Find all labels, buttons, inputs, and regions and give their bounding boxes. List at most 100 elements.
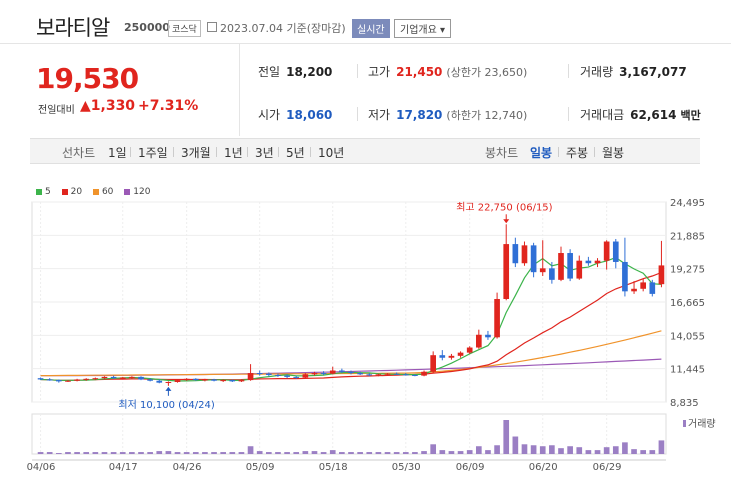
candle-body: [402, 374, 409, 376]
volume: 거래량 3,167,077: [580, 63, 687, 80]
volume-bar: [485, 450, 491, 454]
volume-bar: [402, 452, 409, 454]
candle-body: [202, 379, 208, 381]
candle-body: [585, 260, 592, 264]
volume-bar: [83, 452, 90, 454]
volume-bar: [138, 452, 144, 454]
realtime-button[interactable]: 실시간: [352, 19, 390, 38]
company-info-dropdown[interactable]: 기업개요 ▾: [394, 19, 451, 38]
price-change: ▲1,330: [80, 98, 136, 114]
volume-bar: [229, 452, 236, 454]
x-tick-label: 04/17: [109, 462, 138, 473]
period-1d[interactable]: 1일: [108, 146, 127, 160]
candle-body: [220, 380, 227, 382]
x-tick-label: 06/09: [456, 462, 485, 473]
candle-body: [265, 373, 272, 375]
x-tick-label: 04/06: [27, 462, 56, 473]
candle-body: [302, 374, 309, 378]
volume-bar: [375, 452, 382, 454]
candle-body: [284, 375, 290, 377]
volume-bar: [192, 452, 199, 454]
candle-body: [567, 253, 573, 279]
candle-body: [311, 373, 318, 375]
amount-value: 62,614: [630, 108, 677, 122]
volume-bar: [366, 452, 373, 454]
volume-bar: [384, 452, 391, 454]
candle-body: [594, 260, 601, 264]
volume-bar: [247, 446, 254, 454]
candle-body: [549, 268, 555, 280]
volume-bar: [475, 446, 482, 454]
volume-bar: [631, 449, 637, 454]
candle-body: [357, 373, 363, 375]
volume-bar: [110, 452, 117, 454]
candle-body: [174, 380, 181, 383]
candle-body: [55, 380, 62, 382]
volume-bar: [202, 452, 208, 454]
amount-unit: 백만: [680, 109, 701, 122]
candle-body: [348, 371, 354, 374]
candle-body: [37, 378, 44, 380]
period-3m[interactable]: 3개월: [181, 146, 211, 160]
volume-bar: [412, 452, 418, 454]
volume-bar: [339, 452, 345, 454]
candle-body: [366, 374, 373, 376]
volume-bar: [603, 447, 610, 454]
period-10y[interactable]: 10년: [318, 146, 345, 160]
current-price: 19,530: [36, 62, 139, 95]
volume-bar: [293, 452, 300, 454]
candle-body: [631, 288, 637, 292]
volume-bar: [503, 420, 510, 454]
candle-body: [521, 245, 528, 264]
high-annotation: 최고 22,750 (06/15): [456, 201, 552, 213]
volume-legend-swatch: [683, 420, 686, 427]
x-tick-label: 06/20: [529, 462, 558, 473]
stock-name: 보라티알: [36, 16, 110, 40]
candle-body: [156, 380, 163, 383]
volume-bar: [156, 451, 163, 454]
candle-weekly[interactable]: 주봉: [566, 146, 589, 160]
candle-monthly[interactable]: 월봉: [602, 146, 625, 160]
candle-chart-label: 봉차트: [485, 146, 519, 160]
candle-daily[interactable]: 일봉: [530, 146, 553, 160]
candle-body: [183, 378, 190, 381]
candle-body: [101, 376, 108, 379]
candle-body: [384, 373, 391, 375]
x-tick-label: 05/18: [319, 462, 348, 473]
ma-legend: 5 20 60 120: [36, 187, 158, 197]
period-1y[interactable]: 1년: [224, 146, 243, 160]
open-value: 18,060: [286, 108, 333, 122]
volume-bar: [512, 436, 519, 454]
stock-header: 보라티알 250000 코스닥 2023.07.04 기준(장마감) 실시간 기…: [0, 0, 731, 44]
volume-bar: [567, 446, 573, 454]
candle-body: [622, 261, 628, 292]
stock-code: 250000: [124, 21, 170, 34]
period-1w[interactable]: 1주일: [138, 146, 168, 160]
x-tick-label: 05/09: [246, 462, 275, 473]
candle-body: [530, 245, 537, 273]
period-3y[interactable]: 3년: [255, 146, 274, 160]
candle-body: [46, 379, 53, 381]
line-chart-label: 선차트: [62, 146, 96, 160]
period-5y[interactable]: 5년: [286, 146, 305, 160]
candle-body: [275, 374, 281, 376]
reference-date: 2023.07.04 기준(장마감): [220, 22, 346, 35]
volume-bar: [439, 450, 446, 454]
x-tick-label: 05/30: [392, 462, 421, 473]
candle-body: [658, 265, 665, 285]
volume-bar: [640, 450, 647, 454]
open-label: 시가: [258, 108, 281, 122]
volume-bar: [421, 451, 427, 454]
candle-body: [448, 355, 455, 358]
volume-bar: [329, 450, 336, 454]
legend-ma120: 120: [124, 187, 150, 197]
legend-ma60: 60: [92, 187, 113, 197]
volume-bar: [55, 453, 62, 454]
candle-body: [576, 260, 583, 279]
high-arrow-head: [503, 219, 510, 224]
legend-ma20: 20: [61, 187, 82, 197]
candle-body: [393, 373, 400, 375]
candle-body: [466, 347, 473, 353]
prev-close: 전일 18,200: [258, 63, 332, 80]
